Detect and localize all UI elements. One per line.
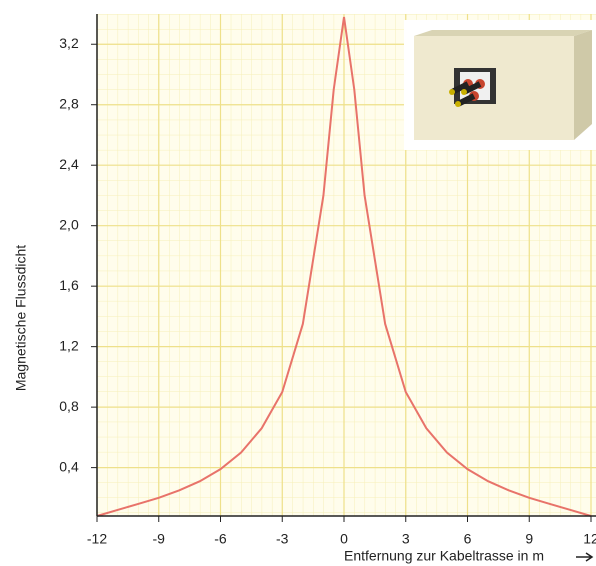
inset-illustration: [404, 20, 596, 150]
x-tick-label: -9: [153, 531, 166, 547]
y-tick-label: 2,4: [59, 156, 79, 172]
x-tick-label: 12: [583, 531, 596, 547]
y-tick-label: 2,8: [59, 95, 79, 111]
data-line: [96, 16, 592, 517]
y-axis-label: Magnetische Flussdicht: [13, 245, 29, 391]
y-tick-label: 3,2: [59, 35, 79, 51]
x-tick-label: 6: [464, 531, 472, 547]
x-tick-label: 3: [402, 531, 410, 547]
x-axis-label: Entfernung zur Kabeltrasse in m: [344, 548, 544, 564]
x-axis-arrow: [576, 552, 594, 562]
y-tick-label: 0,8: [59, 398, 79, 414]
x-tick-label: 0: [340, 531, 348, 547]
y-tick-label: 0,4: [59, 458, 79, 474]
y-tick-label: 1,2: [59, 337, 79, 353]
x-tick-label: -12: [87, 531, 107, 547]
y-tick-label: 1,6: [59, 277, 79, 293]
x-tick-label: -3: [276, 531, 289, 547]
x-tick-label: 9: [525, 531, 533, 547]
x-tick-label: -6: [214, 531, 227, 547]
y-tick-label: 2,0: [59, 216, 79, 232]
